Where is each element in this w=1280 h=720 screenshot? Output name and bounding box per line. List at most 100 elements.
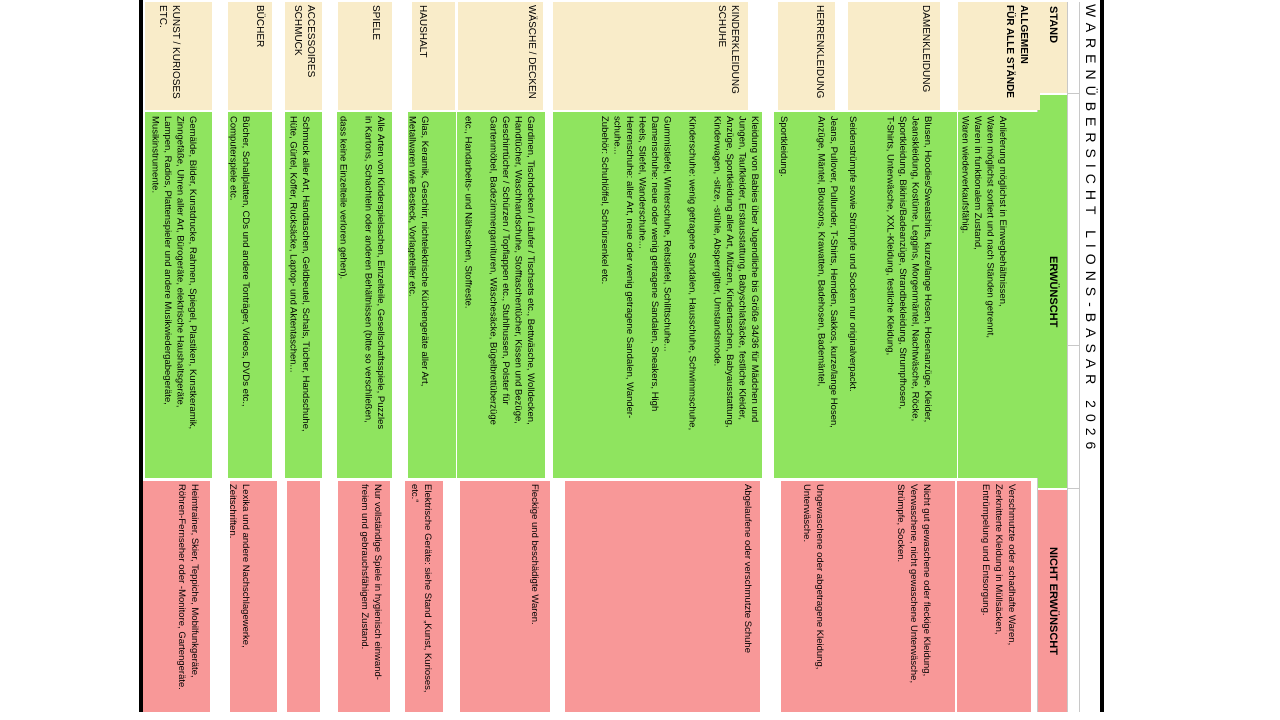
text-line: DAMENKLEIDUNG <box>920 5 931 93</box>
row-haushalt-nicht-erwuenscht-cell: Elektrische Geräte: siehe Stand „Kunst, … <box>405 481 443 712</box>
row-haushalt-label-cell: HAUSHALT <box>412 2 455 110</box>
header-erwuenscht-cell: ERWÜNSCHT <box>1038 95 1067 488</box>
text-line: Blusen, Hoodies/Sweatshirts, kurze/lange… <box>922 116 933 423</box>
row-allgemein-nicht-erwuenscht-cell: Verschmutzte oder schadhafte Waren, Zerkn… <box>957 481 1031 712</box>
text-line: Glas, Keramik, Geschirr, nichtelektrisch… <box>419 116 430 387</box>
text-line: Anzüge, Mäntel, Blousons, Krawatten, Bad… <box>815 116 827 387</box>
text-line: KINDERKLEIDUNG <box>729 5 740 94</box>
text-line: HERRENKLEIDUNG <box>814 5 825 99</box>
text-line <box>698 116 711 478</box>
text-line: Kinderwagen, -sitze, -stühle, Absperrgit… <box>711 116 723 367</box>
text-line <box>673 116 686 478</box>
gridline <box>1067 93 1080 94</box>
text-line: Kinderschuhe: wenig getragene Sandalen, … <box>686 116 698 431</box>
text-line: Kleidung von Babies über Jugendliche bis… <box>749 116 760 423</box>
text-line: Abgelaufene oder verschmutzte Schuhe <box>742 484 753 653</box>
text-line: Herrenschuhe: aller Art, neue oder wenig… <box>624 116 635 419</box>
table-border-left <box>139 0 143 712</box>
text-line: Unterwäsche. <box>801 484 812 543</box>
row-herrenkleidung-erwuenscht-cell: Jeans, Pullover, Pullunder, T-Shirts, He… <box>774 112 847 478</box>
text-line: Metallwaren wie Besteck, Vorlageteller e… <box>408 116 418 297</box>
text-line: Geschirrtücher / Schürzen / Topflappen e… <box>500 116 511 405</box>
text-line: Lexika und andere Nachschlagewerke, <box>240 484 251 648</box>
text-line: FÜR ALLE STÄNDE <box>1004 5 1015 98</box>
text-line: Seidenstrümpfe sowie Strümpfe und Socken… <box>847 116 858 392</box>
text-line: Gartenmöbel, Badezimmergarnituren, Wäsch… <box>487 116 499 425</box>
row-allgemein-erwuenscht-cell: Anlieferung möglichst in Einwegbehältnis… <box>958 112 1040 478</box>
text-line: dass keine Einzelteile verloren gehen). <box>337 116 349 280</box>
text-line: in Kartons, Schachteln oder anderen Behä… <box>362 116 374 423</box>
row-waesche-decken-erwuenscht-cell: Gardinen, Tischdecken / Läufer / Tischse… <box>457 112 545 478</box>
row-kunst-kurioses-label-cell: KUNST / KURIOSES ETC. <box>145 2 212 110</box>
table-border-right <box>1100 0 1104 712</box>
text-line: Sportkleidung. <box>778 116 789 177</box>
text-line: etc., Handarbeits- und Nähsachen, Stoffr… <box>462 116 474 309</box>
row-damenkleidung-nicht-erwuenscht-cell: Nicht gut gewaschene oder fleckige Kleid… <box>847 481 955 712</box>
text-line: Musikinstrumente. <box>149 116 161 194</box>
row-damenkleidung-label-cell: DAMENKLEIDUNG <box>848 2 940 110</box>
row-accessoires-schmuck-erwuenscht-cell: Schmuck aller Art, Handtaschen, Geldbeut… <box>285 112 322 478</box>
row-accessoires-schmuck-nicht-erwuenscht-cell <box>287 481 320 712</box>
text-line: Verwaschene, nicht gewaschene Unterwäsch… <box>908 484 919 684</box>
gridline <box>1067 2 1068 712</box>
row-kinderkleidung-schuhe-nicht-erwuenscht-cell: Abgelaufene oder verschmutzte Schuhe <box>565 481 760 712</box>
text-line: Gummistiefel, Winterschuhe, Reitstiefel,… <box>661 116 673 352</box>
text-line: SPIELE <box>370 5 381 41</box>
text-line: Alle Arten von Kinderspielsachen, Einzel… <box>375 116 386 430</box>
row-herrenkleidung-nicht-erwuenscht-cell: Ungewaschene oder abgetragene Kleidung, U… <box>781 481 847 712</box>
text-line: SCHUHE <box>716 5 727 48</box>
text-line: WÄSCHE / DECKEN <box>526 5 537 99</box>
text-line <box>789 116 802 478</box>
text-line: Bücher, Schallplatten, CDs und andere To… <box>240 116 251 407</box>
text-line: Nicht gut gewaschene oder fleckige Kleid… <box>921 484 932 677</box>
text-line: Röhren-Fernseher oder -Monitore, Garteng… <box>176 484 187 690</box>
text-line: ACCESSOIRES <box>305 5 316 78</box>
text-line: KUNST / KURIOSES <box>170 5 181 99</box>
text-line: Sportkleidung, Bikinis/Badeanzüge, Stran… <box>897 116 908 410</box>
text-line: Entrümpelung und Entsorgung. <box>980 484 991 616</box>
row-spiele-nicht-erwuenscht-cell: Nur vollständige Spiele in hygienisch ei… <box>338 481 390 712</box>
text-line <box>802 116 815 478</box>
row-allgemein-label-cell: ALLGEMEIN FÜR ALLE STÄNDE <box>958 2 1040 110</box>
gridline <box>1067 345 1080 346</box>
header-nicht-erwuenscht-cell: NICHT ERWÜNSCHT <box>1038 490 1067 712</box>
text-line: Computerspiele etc. <box>228 116 239 201</box>
row-buecher-label-cell: BÜCHER <box>228 2 272 110</box>
text-line: Jeanskleidung, Kostüme, Leggins, Morgenm… <box>909 116 921 422</box>
row-kunst-kurioses-nicht-erwuenscht-cell: Heimtrainer, Skier, Teppiche, Mobilfunkg… <box>143 481 210 712</box>
text-line: Heels, Stiefel, Wanderschuhe... <box>636 116 648 249</box>
text-line: Zinngefäße, Uhren aller Art, Bürogeräte,… <box>174 116 186 408</box>
row-buecher-nicht-erwuenscht-cell: Lexika und andere Nachschlagewerke, Zeits… <box>230 481 277 712</box>
header-erwuenscht-label: ERWÜNSCHT <box>1047 255 1059 328</box>
text-line: ETC. <box>157 5 168 28</box>
page-title: WARENÜBERSICHT LIONS-BASAR 2026 <box>1083 4 1099 456</box>
text-line: Anzüge, Sportkleidung aller Art, Mützen,… <box>724 116 735 428</box>
text-line: ALLGEMEIN <box>1018 5 1029 64</box>
text-line: Strümpfe, Socken. <box>895 484 906 563</box>
text-line: Zeitschriften. <box>230 484 238 539</box>
row-kinderkleidung-schuhe-label-cell: KINDERKLEIDUNG SCHUHE <box>553 2 748 110</box>
text-line <box>858 116 871 478</box>
text-line: Damenschuhe: neue oder wenig getragene S… <box>649 116 660 412</box>
row-buecher-erwuenscht-cell: Bücher, Schallplatten, CDs und andere To… <box>228 112 272 478</box>
text-line: freiem und gebrauchsfähigem Zustand. <box>359 484 370 650</box>
header-stand-label: STAND <box>1047 6 1059 44</box>
row-spiele-label-cell: SPIELE <box>338 2 392 110</box>
text-line: T-Shirts, Unterwäsche, XXL-Kleidung, fes… <box>884 116 896 356</box>
gridline <box>1067 488 1080 489</box>
text-line: Hüte, Gürtel, Koffer, Rucksäcke, Laptop-… <box>287 116 299 373</box>
row-herrenkleidung-label-cell: HERRENKLEIDUNG <box>778 2 835 110</box>
text-line: SCHMUCK <box>292 5 303 56</box>
text-line: Ungewaschene oder abgetragene Kleidung, <box>814 484 825 670</box>
text-line: Waren wiederverkaufsfähig. <box>959 116 971 234</box>
text-line: Handtücher, Waschhandschuhe, Stofftasche… <box>512 116 524 424</box>
text-line: Lampen, Radios, Plattenspieler und ander… <box>162 116 173 405</box>
text-line: Schmuck aller Art, Handtaschen, Geldbeut… <box>300 116 311 432</box>
text-line: Nur vollständige Spiele in hygienisch ei… <box>372 484 383 680</box>
header-stand-cell: STAND <box>1038 2 1067 93</box>
row-kinderkleidung-schuhe-erwuenscht-cell: Kleidung von Babies über Jugendliche bis… <box>553 112 762 478</box>
row-kunst-kurioses-erwuenscht-cell: Gemälde, Bilder, Kunstdrucke, Rahmen, Sp… <box>145 112 212 478</box>
text-line <box>349 116 362 478</box>
text-line: schuhe... <box>611 116 623 155</box>
